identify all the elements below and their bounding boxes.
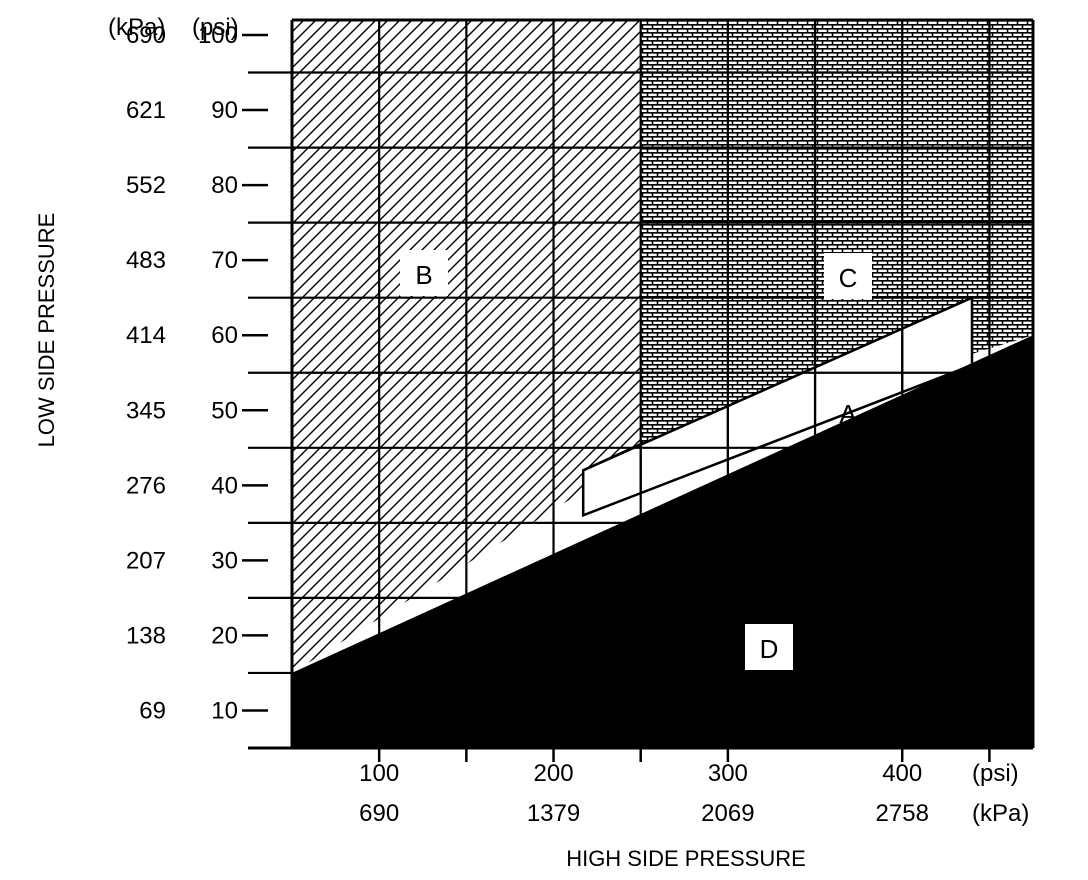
y-tick-label-psi: 50 [211, 397, 238, 424]
region-label-c: C [839, 263, 858, 293]
y-tick-label-psi: 60 [211, 322, 238, 349]
y-tick-label-psi: 70 [211, 247, 238, 274]
y-tick-label-psi: 10 [211, 697, 238, 724]
y-tick-label-kpa: 414 [126, 322, 166, 349]
y-tick-label-kpa: 552 [126, 172, 166, 199]
y-tick-label-kpa: 276 [126, 472, 166, 499]
x-tick-label-kpa: 2069 [701, 800, 754, 827]
y-tick-label-kpa: 207 [126, 547, 166, 574]
y-tick-label-kpa: 690 [126, 22, 166, 49]
x-tick-label-kpa: 1379 [527, 800, 580, 827]
y-axis-title: LOW SIDE PRESSURE [34, 213, 59, 448]
y-tick-label-psi: 100 [198, 22, 238, 49]
region-label-box-d [745, 624, 793, 670]
region-label-d: D [760, 634, 779, 664]
region-label-b: B [415, 260, 432, 290]
chart-labels: 10 69 20 138 30 207 40 276 50 345 60 414 70 483 80 552 9… [34, 14, 1029, 871]
y-unit-psi: (psi) [192, 14, 239, 41]
y-tick-label-psi: 80 [211, 172, 238, 199]
region-label-box-b [400, 250, 448, 296]
x-unit-kpa: (kPa) [972, 800, 1029, 827]
region-label-a: A [839, 399, 857, 429]
y-unit-kpa: (kPa) [108, 14, 165, 41]
y-tick-label-kpa: 345 [126, 397, 166, 424]
chart-grid [248, 20, 1033, 748]
x-tick-label-psi: 200 [534, 760, 574, 787]
y-tick-label-psi: 90 [211, 97, 238, 124]
x-tick-label-psi: 300 [708, 760, 748, 787]
x-unit-psi: (psi) [972, 760, 1019, 787]
axis-ticks [242, 33, 991, 762]
region-label-box-c [824, 253, 872, 299]
x-tick-label-kpa: 2758 [876, 800, 929, 827]
x-axis-title: HIGH SIDE PRESSURE [566, 846, 806, 871]
x-tick-label-kpa: 690 [359, 800, 399, 827]
x-tick-label-psi: 400 [882, 760, 922, 787]
y-tick-label-psi: 30 [211, 547, 238, 574]
region-d-area [292, 335, 1033, 748]
y-tick-label-psi: 40 [211, 472, 238, 499]
chart-regions [292, 20, 1033, 748]
y-tick-label-kpa: 621 [126, 97, 166, 124]
y-tick-label-kpa: 69 [139, 697, 166, 724]
y-tick-label-kpa: 138 [126, 622, 166, 649]
y-tick-label-psi: 20 [211, 622, 238, 649]
y-tick-label-kpa: 483 [126, 247, 166, 274]
x-tick-label-psi: 100 [359, 760, 399, 787]
